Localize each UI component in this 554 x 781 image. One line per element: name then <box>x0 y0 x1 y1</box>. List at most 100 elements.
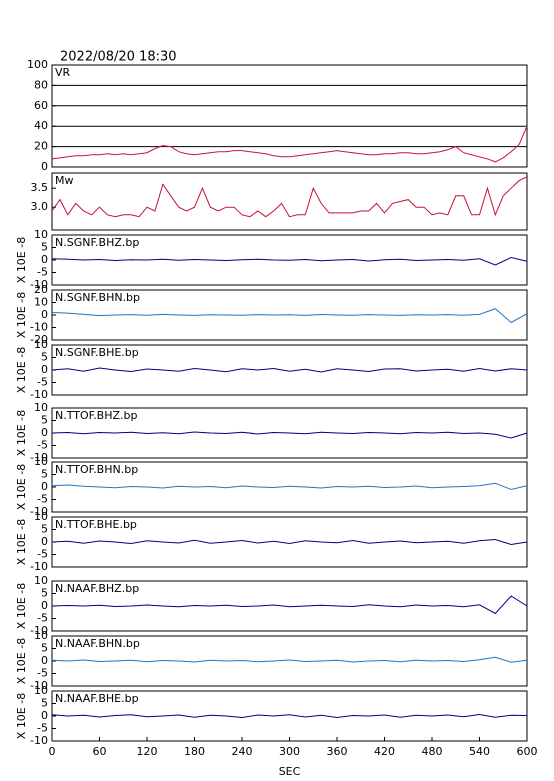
x-tick-label: 600 <box>517 745 538 758</box>
y-tick-label: -20 <box>30 333 48 346</box>
y-tick-label: 0 <box>41 535 48 548</box>
y-tick-label: 10 <box>34 228 48 241</box>
chart-title: 2022/08/20 18:30 <box>60 50 177 65</box>
x-tick-label: 0 <box>49 745 56 758</box>
y-axis-label: X 10E -8 <box>15 347 28 393</box>
y-tick-label: 3.0 <box>31 200 49 213</box>
panel-label: N.TTOF.BHN.bp <box>55 463 138 476</box>
y-tick-label: 5 <box>41 241 48 254</box>
y-axis-label: X 10E -8 <box>15 410 28 456</box>
y-tick-label: 0 <box>41 160 48 173</box>
x-tick-label: 300 <box>279 745 300 758</box>
y-tick-label: 10 <box>34 296 48 309</box>
y-tick-label: -10 <box>30 560 48 573</box>
y-axis-label: X 10E -8 <box>15 464 28 510</box>
y-tick-label: 10 <box>34 629 48 642</box>
y-tick-label: 40 <box>34 119 48 132</box>
x-tick-label: 240 <box>232 745 253 758</box>
y-tick-label: 5 <box>41 523 48 536</box>
x-tick-label: 120 <box>137 745 158 758</box>
panel-label: N.SGNF.BHZ.bp <box>55 236 139 249</box>
y-tick-label: 0 <box>41 308 48 321</box>
panel-label: N.TTOF.BHZ.bp <box>55 409 138 422</box>
y-tick-label: -5 <box>37 548 48 561</box>
x-tick-label: 360 <box>327 745 348 758</box>
y-axis-label: X 10E -8 <box>15 292 28 338</box>
series-line <box>51 538 528 546</box>
series-line <box>51 713 528 719</box>
y-tick-label: 10 <box>34 455 48 468</box>
y-tick-label: 5 <box>41 642 48 655</box>
panel-label: N.NAAF.BHZ.bp <box>55 582 139 595</box>
series-line <box>51 308 528 324</box>
y-tick-label: -10 <box>30 278 48 291</box>
series-line <box>51 482 528 491</box>
y-tick-label: 5 <box>41 697 48 710</box>
y-tick-label: 5 <box>41 587 48 600</box>
panel-frame <box>51 172 528 231</box>
y-tick-label: -5 <box>37 722 48 735</box>
y-tick-label: 60 <box>34 99 48 112</box>
y-tick-label: 0 <box>41 480 48 493</box>
x-tick-label: 60 <box>93 745 107 758</box>
panel-frame <box>51 64 528 168</box>
panel-label: N.SGNF.BHE.bp <box>55 346 139 359</box>
panel-label: N.SGNF.BHN.bp <box>55 291 140 304</box>
y-tick-label: 10 <box>34 401 48 414</box>
y-tick-label: 0 <box>41 426 48 439</box>
y-tick-label: -10 <box>30 321 48 334</box>
series-line <box>51 431 528 439</box>
y-tick-label: 20 <box>34 140 48 153</box>
y-tick-label: 10 <box>34 574 48 587</box>
y-tick-label: -5 <box>37 439 48 452</box>
x-tick-label: 540 <box>469 745 490 758</box>
series-line <box>51 656 528 663</box>
y-tick-label: -5 <box>37 612 48 625</box>
y-tick-label: -10 <box>30 734 48 747</box>
series-line <box>51 256 528 266</box>
x-tick-label: 180 <box>184 745 205 758</box>
y-axis-label: X 10E -8 <box>15 583 28 629</box>
y-tick-label: 0 <box>41 599 48 612</box>
panel-label: N.TTOF.BHE.bp <box>55 518 137 531</box>
x-tick-label: 480 <box>422 745 443 758</box>
y-axis-label: X 10E -8 <box>15 638 28 684</box>
y-tick-label: 10 <box>34 684 48 697</box>
y-tick-label: -5 <box>37 376 48 389</box>
y-tick-label: 10 <box>34 338 48 351</box>
y-tick-label: 80 <box>34 78 48 91</box>
series-line <box>51 126 528 163</box>
y-axis-label: X 10E -8 <box>15 693 28 739</box>
y-tick-label: 10 <box>34 510 48 523</box>
y-tick-label: -10 <box>30 451 48 464</box>
y-tick-label: 0 <box>41 363 48 376</box>
panel-label: VR <box>55 66 71 79</box>
y-tick-label: -10 <box>30 624 48 637</box>
y-tick-label: 0 <box>41 253 48 266</box>
y-tick-label: -5 <box>37 493 48 506</box>
panel-label: Mw <box>55 174 74 187</box>
y-tick-label: 5 <box>41 414 48 427</box>
y-tick-label: -5 <box>37 266 48 279</box>
y-tick-label: -10 <box>30 505 48 518</box>
y-tick-label: 5 <box>41 468 48 481</box>
panel-label: N.NAAF.BHN.bp <box>55 637 140 650</box>
y-tick-label: -5 <box>37 667 48 680</box>
series-line <box>51 367 528 373</box>
panel-label: N.NAAF.BHE.bp <box>55 692 139 705</box>
y-tick-label: 5 <box>41 351 48 364</box>
series-line <box>51 595 528 615</box>
y-tick-label: 0 <box>41 709 48 722</box>
y-tick-label: -10 <box>30 679 48 692</box>
x-tick-label: 420 <box>374 745 395 758</box>
x-axis-label: SEC <box>279 765 301 778</box>
y-tick-label: 100 <box>27 58 48 71</box>
series-line <box>51 176 528 218</box>
y-axis-label: X 10E -8 <box>15 237 28 283</box>
y-tick-label: 3.5 <box>31 181 49 194</box>
y-tick-label: 0 <box>41 654 48 667</box>
y-tick-label: 20 <box>34 283 48 296</box>
y-tick-label: -10 <box>30 388 48 401</box>
y-axis-label: X 10E -8 <box>15 519 28 565</box>
